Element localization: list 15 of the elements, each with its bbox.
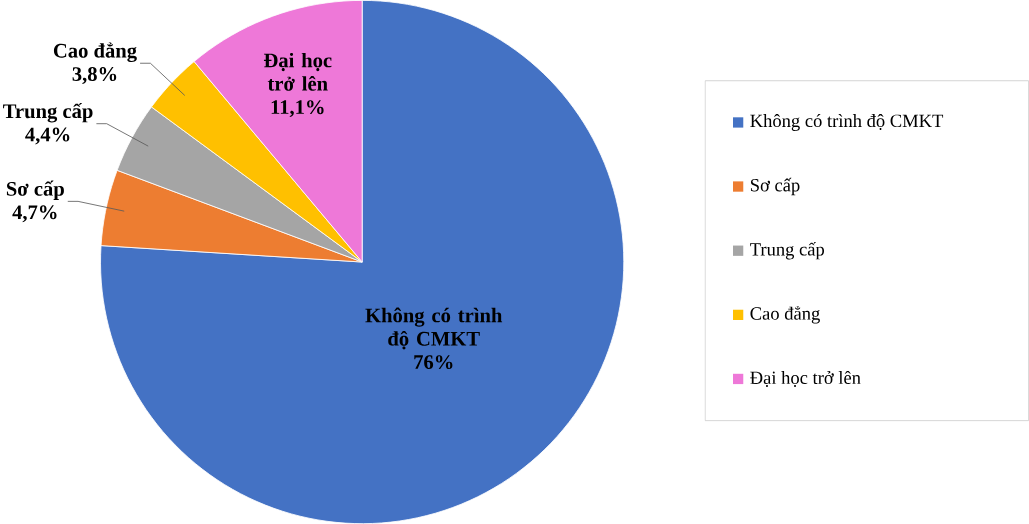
data-label: 4,4% (25, 127, 70, 145)
legend-label: Trung cấp (750, 241, 825, 260)
data-label: 4,7% (12, 205, 57, 223)
legend-label: Cao đẳng (750, 306, 820, 324)
slice-label: Đại học trở lên (263, 52, 332, 91)
slice-label: Không có trình độ CMKT (365, 307, 503, 350)
data-label: 3,8% (72, 67, 117, 84)
legend-label: Đại học trở lên (750, 370, 861, 387)
legend-label: Sơ cấp (750, 177, 800, 196)
slice-label: Cao đẳng (53, 42, 137, 62)
legend-label: Không có trình độ CMKT (750, 113, 944, 131)
slice-label: Sơ cấp (6, 180, 64, 200)
data-label: 11,1% (271, 100, 324, 118)
data-label: 76% (414, 355, 453, 370)
slice-label: Trung cấp (3, 102, 93, 123)
